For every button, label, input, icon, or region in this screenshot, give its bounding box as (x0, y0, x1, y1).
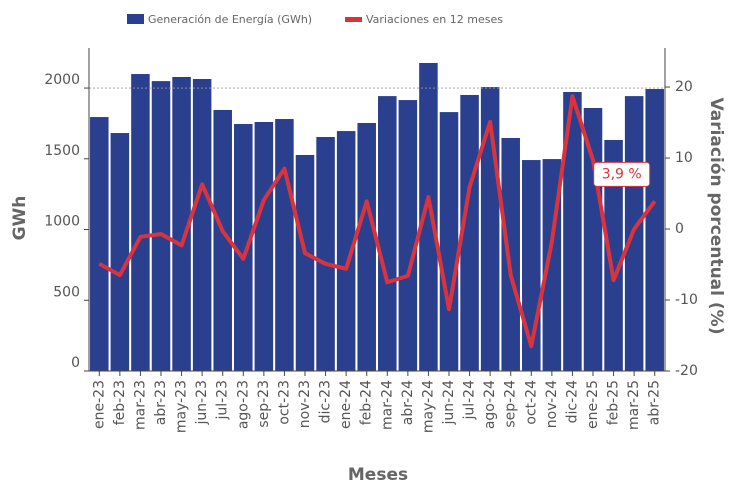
bar (234, 123, 253, 371)
x-tick-label: ene-23 (91, 380, 107, 429)
y-tick-label: 2000 (44, 72, 80, 88)
bar (295, 154, 315, 371)
bar (275, 119, 294, 371)
bar (213, 109, 232, 372)
x-tick-label: jun-24 (441, 380, 457, 426)
x-tick-label: ago-24 (482, 380, 498, 429)
x-tick-label: abr-25 (647, 380, 663, 425)
x-tick-label: abr-23 (153, 380, 169, 425)
bar (131, 74, 150, 371)
y-tick-label: 1500 (44, 143, 80, 159)
x-axis-title: Meses (348, 465, 408, 483)
y-tick-label: 1000 (44, 214, 80, 230)
legend-swatch (345, 17, 362, 22)
bar (192, 78, 212, 372)
x-tick-label: oct-24 (523, 380, 539, 425)
x-tick-label: oct-23 (276, 380, 292, 425)
data-label: 3,9 % (602, 166, 642, 182)
x-tick-label: feb-23 (112, 380, 128, 425)
x-tick-label: may-23 (174, 380, 190, 433)
y-tick-label: 500 (53, 284, 80, 300)
x-tick-label: nov-24 (544, 380, 560, 428)
x-tick-label: mar-25 (626, 380, 642, 430)
y2-tick-label: -10 (675, 292, 698, 308)
x-tick-label: jul-24 (462, 380, 478, 421)
x-tick-label: ene-25 (585, 380, 601, 429)
y2-tick-label: 10 (675, 150, 693, 166)
bar (439, 112, 459, 371)
x-tick-label: feb-25 (606, 380, 622, 425)
bar (172, 77, 191, 371)
bar (90, 117, 109, 372)
x-tick-label: dic-23 (318, 380, 334, 423)
x-tick-label: nov-23 (297, 380, 313, 428)
bar (378, 96, 397, 372)
bar (563, 92, 582, 372)
x-tick-label: sep-23 (256, 380, 272, 428)
x-tick-label: ago-23 (235, 380, 251, 429)
bar (604, 139, 623, 371)
y-axis-title: GWh (10, 196, 30, 241)
x-tick-label: dic-24 (564, 380, 580, 423)
line (98, 94, 657, 349)
bar (501, 137, 520, 371)
x-tick-label: feb-24 (359, 380, 375, 425)
bar (110, 133, 130, 371)
bar (254, 121, 274, 371)
x-tick-label: sep-24 (503, 380, 519, 428)
bar (419, 62, 438, 371)
legend-swatch (127, 14, 144, 24)
y2-tick-label: 20 (675, 79, 693, 95)
label-box (593, 161, 651, 187)
y2-axis-title: Variación porcentual (%) (706, 98, 726, 335)
bar (151, 81, 171, 371)
bar (357, 122, 376, 371)
x-tick-label: mar-23 (132, 380, 148, 430)
x-tick-label: may-24 (420, 380, 436, 433)
legend-label: Generación de Energía (GWh) (148, 13, 312, 26)
bar (460, 94, 479, 371)
bar (645, 89, 664, 371)
y2-tick-label: 0 (675, 221, 684, 237)
bar (316, 136, 335, 371)
x-tick-label: ene-24 (338, 380, 354, 429)
bar (583, 107, 603, 371)
y-tick-label: 0 (71, 355, 80, 371)
bar (336, 131, 356, 371)
x-tick-label: mar-24 (379, 380, 395, 430)
x-tick-label: jun-23 (194, 380, 210, 426)
x-tick-label: jul-23 (215, 380, 231, 421)
x-tick-label: abr-24 (400, 380, 416, 425)
bar (398, 100, 418, 372)
y2-tick-label: -20 (675, 363, 698, 379)
legend-label: Variaciones en 12 meses (366, 13, 503, 26)
